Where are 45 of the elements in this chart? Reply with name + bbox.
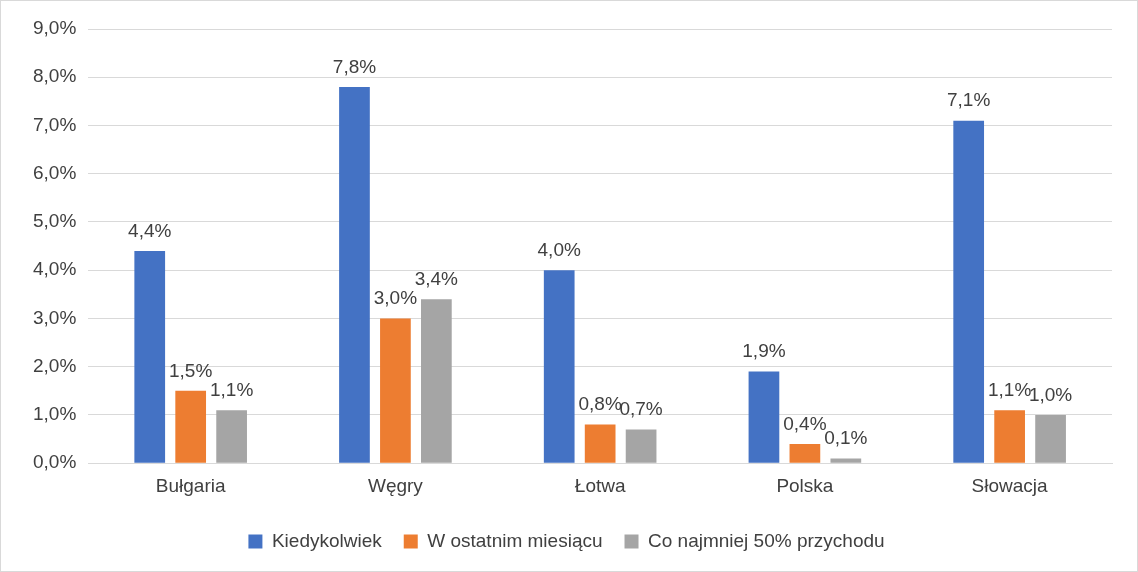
bar: [994, 410, 1025, 463]
y-tick-label: 7,0%: [32, 113, 77, 135]
bar: [625, 429, 657, 463]
data-label: 7,8%: [332, 55, 377, 77]
x-tick-label: Słowacja: [971, 474, 1049, 496]
data-label: 4,4%: [128, 219, 172, 241]
bar: [789, 443, 821, 463]
data-label: 0,4%: [783, 412, 827, 434]
data-label: 7,1%: [947, 89, 991, 111]
data-label: 3,4%: [414, 267, 459, 289]
data-label: 1,9%: [742, 340, 786, 362]
legend-label: W ostatnim miesiącu: [427, 529, 603, 551]
legend-label: Co najmniej 50% przychodu: [648, 529, 885, 551]
bar: [339, 86, 370, 463]
bar: [134, 250, 166, 463]
y-tick-label: 6,0%: [32, 161, 77, 183]
data-label: 1,1%: [209, 378, 254, 400]
bar: [216, 410, 247, 463]
bar: [543, 270, 575, 463]
y-tick-label: 3,0%: [32, 306, 77, 328]
y-tick-label: 0,0%: [32, 451, 77, 473]
data-label: 0,8%: [578, 393, 622, 415]
bar: [380, 318, 411, 463]
x-tick-label: Łotwa: [574, 474, 626, 496]
data-label: 0,7%: [619, 398, 663, 420]
y-tick-label: 8,0%: [32, 65, 77, 87]
bar: [584, 424, 616, 463]
x-tick-label: Polska: [776, 474, 834, 496]
bar: [748, 371, 780, 463]
bar: [830, 458, 862, 463]
data-label: 1,5%: [169, 359, 213, 381]
x-tick-label: Bułgaria: [155, 474, 226, 496]
data-label: 4,0%: [537, 238, 581, 260]
y-tick-label: 1,0%: [32, 403, 77, 425]
data-label: 3,0%: [373, 287, 418, 309]
y-tick-label: 9,0%: [32, 17, 77, 39]
x-tick-label: Węgry: [367, 474, 424, 496]
bar: [175, 390, 207, 463]
bar: [421, 299, 452, 463]
y-tick-label: 4,0%: [32, 258, 77, 280]
y-tick-label: 2,0%: [32, 354, 77, 376]
y-tick-label: 5,0%: [32, 210, 77, 232]
legend-label: Kiedykolwiek: [271, 529, 383, 551]
bar: [1035, 414, 1066, 463]
bar: [953, 120, 985, 463]
